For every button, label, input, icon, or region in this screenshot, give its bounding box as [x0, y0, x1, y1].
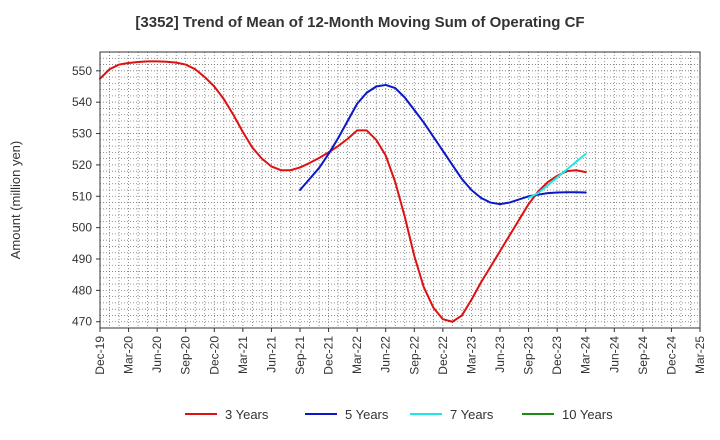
legend-label: 7 Years: [450, 407, 494, 422]
x-tick-label: Dec-20: [207, 336, 221, 375]
y-tick-label: 530: [72, 127, 92, 141]
x-tick-label: Dec-23: [550, 336, 564, 375]
x-tick-label: Mar-22: [350, 336, 364, 374]
chart-title: [3352] Trend of Mean of 12-Month Moving …: [135, 14, 585, 31]
legend-item-7-years: 7 Years: [410, 407, 494, 422]
x-tick-label: Mar-24: [579, 336, 593, 374]
legend-label: 10 Years: [562, 407, 613, 422]
series-layer: [99, 60, 587, 323]
y-tick-label: 470: [72, 315, 92, 329]
x-tick-label: Dec-21: [322, 336, 336, 375]
series-line-5-years: [299, 83, 587, 206]
series-line-7-years: [527, 152, 587, 199]
legend-label: 3 Years: [225, 407, 269, 422]
x-tick-label: Dec-22: [436, 336, 450, 375]
x-tick-label: Jun-21: [264, 336, 278, 373]
y-tick-label: 480: [72, 283, 92, 297]
x-tick-label: Mar-23: [464, 336, 478, 374]
y-tick-label: 500: [72, 221, 92, 235]
x-tick-label: Mar-21: [236, 336, 250, 374]
x-tick-label: Sep-24: [636, 336, 650, 375]
legend-item-3-years: 3 Years: [185, 407, 269, 422]
x-tick-label: Mar-20: [122, 336, 136, 374]
x-tick-label: Jun-20: [150, 336, 164, 373]
y-tick-label: 550: [72, 64, 92, 78]
x-tick-label: Sep-22: [407, 336, 421, 375]
x-tick-label: Dec-24: [664, 336, 678, 375]
legend-item-5-years: 5 Years: [305, 407, 389, 422]
x-tick-label: Dec-19: [93, 336, 107, 375]
x-tick-label: Jun-22: [379, 336, 393, 373]
legend-item-10-years: 10 Years: [522, 407, 613, 422]
y-tick-label: 490: [72, 252, 92, 266]
y-tick-label: 510: [72, 189, 92, 203]
y-tick-label: 540: [72, 95, 92, 109]
x-tick-label: Jun-23: [493, 336, 507, 373]
grid-layer: [99, 51, 701, 329]
x-tick-label: Jun-24: [607, 336, 621, 373]
x-tick-label: Sep-21: [293, 336, 307, 375]
series-line-3-years: [99, 60, 587, 323]
x-tick-label: Sep-23: [522, 336, 536, 375]
y-axis-label: Amount (million yen): [8, 141, 23, 260]
y-tick-label: 520: [72, 158, 92, 172]
legend-label: 5 Years: [345, 407, 389, 422]
legend: 3 Years 5 Years 7 Years 10 Years: [185, 407, 613, 422]
axis-layer: 470 480 490 500 510 520 530 540 550 Dec-19 Mar-20 J…: [8, 51, 707, 375]
x-tick-label: Mar-25: [693, 336, 707, 374]
x-tick-label: Sep-20: [179, 336, 193, 375]
plot-frame: [99, 51, 701, 329]
